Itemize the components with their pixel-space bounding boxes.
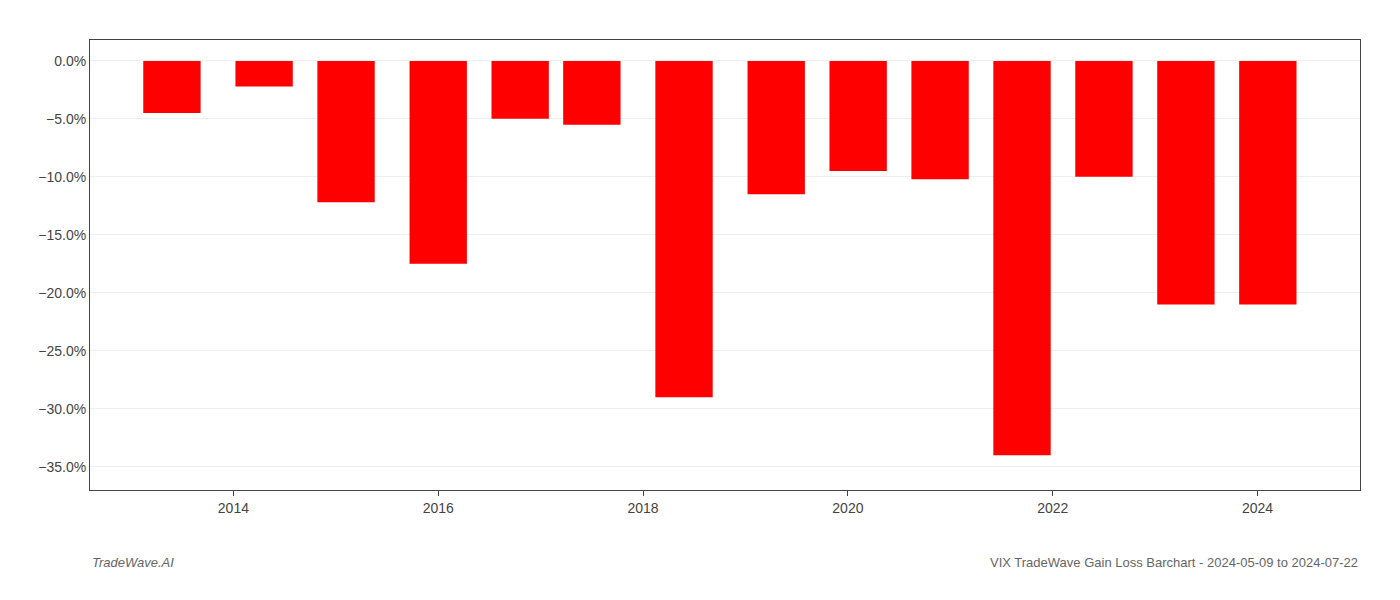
svg-text:−10.0%: −10.0% — [38, 169, 86, 185]
svg-text:−15.0%: −15.0% — [38, 227, 86, 243]
svg-text:TradeWave.AI: TradeWave.AI — [92, 555, 174, 570]
svg-text:2014: 2014 — [218, 500, 249, 516]
svg-text:−25.0%: −25.0% — [38, 343, 86, 359]
svg-text:2024: 2024 — [1242, 500, 1273, 516]
svg-text:2018: 2018 — [627, 500, 658, 516]
svg-text:VIX TradeWave Gain Loss Barcha: VIX TradeWave Gain Loss Barchart - 2024-… — [990, 555, 1358, 570]
svg-text:−5.0%: −5.0% — [46, 111, 86, 127]
svg-text:2016: 2016 — [423, 500, 454, 516]
svg-text:−35.0%: −35.0% — [38, 459, 86, 475]
svg-text:2022: 2022 — [1037, 500, 1068, 516]
svg-text:2020: 2020 — [832, 500, 863, 516]
svg-text:−30.0%: −30.0% — [38, 401, 86, 417]
svg-text:0.0%: 0.0% — [54, 53, 86, 69]
svg-text:−20.0%: −20.0% — [38, 285, 86, 301]
